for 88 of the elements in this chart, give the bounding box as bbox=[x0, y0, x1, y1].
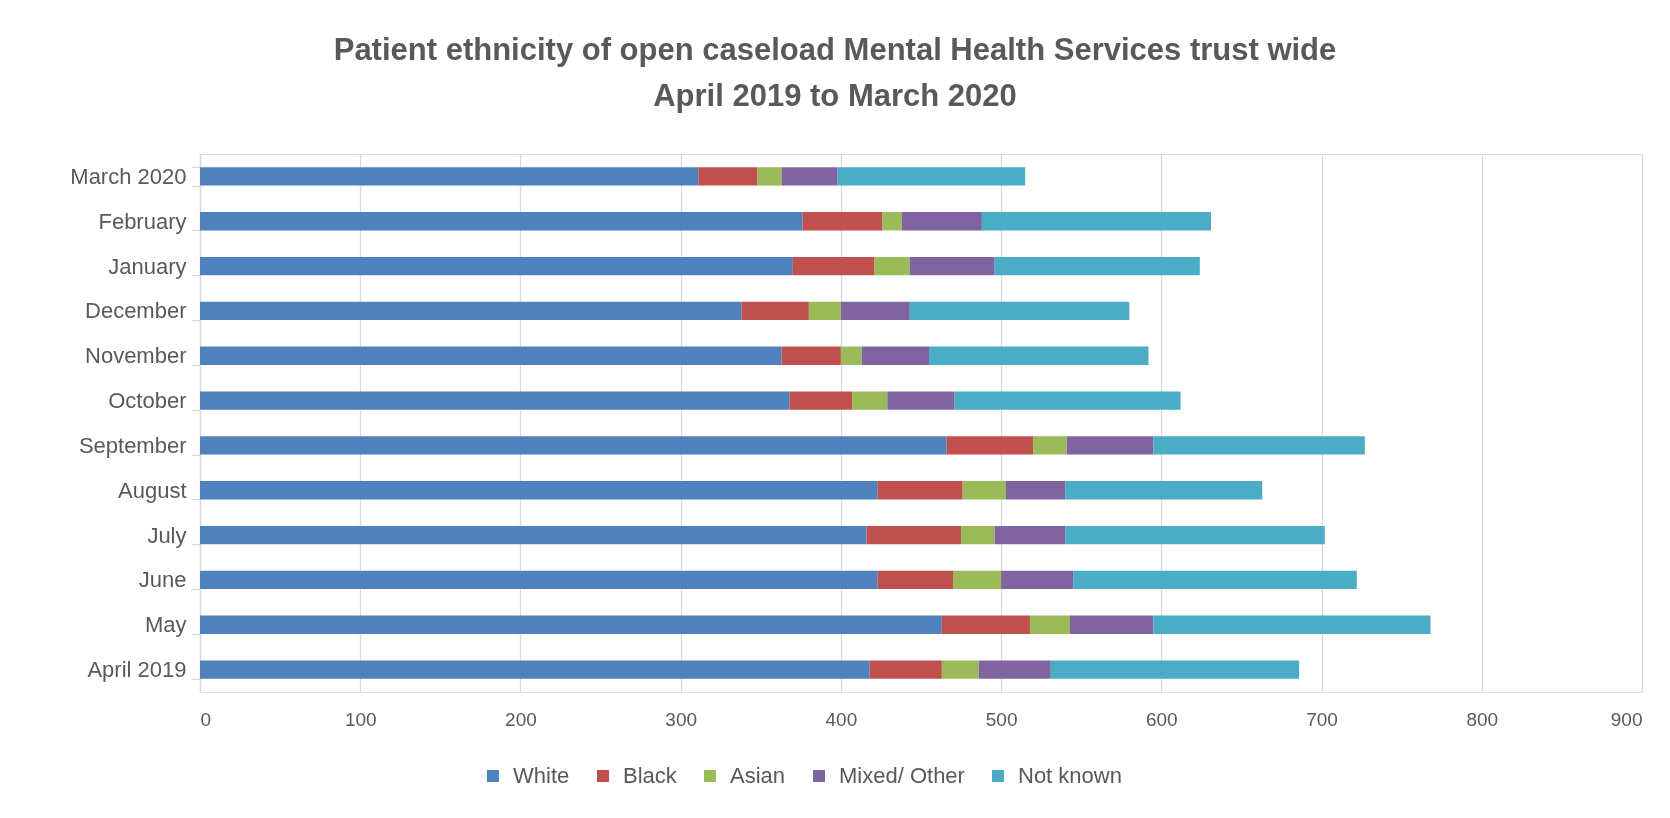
x-tick-label: 0 bbox=[200, 708, 212, 730]
y-tick-label: March 2020 bbox=[70, 163, 187, 189]
bar bbox=[994, 256, 1200, 276]
bar bbox=[882, 212, 902, 231]
bar bbox=[1029, 615, 1071, 634]
bar bbox=[877, 481, 963, 500]
bar bbox=[941, 660, 979, 679]
bar bbox=[200, 301, 742, 321]
bar bbox=[757, 167, 782, 186]
bar bbox=[994, 525, 1066, 545]
bar bbox=[901, 212, 982, 231]
bar bbox=[946, 436, 1034, 455]
bar bbox=[1050, 660, 1300, 679]
bar bbox=[1073, 570, 1357, 590]
bar bbox=[1033, 436, 1067, 455]
bar bbox=[792, 256, 875, 276]
bar bbox=[877, 570, 954, 590]
bar bbox=[887, 391, 955, 410]
bar bbox=[200, 525, 867, 545]
bar bbox=[981, 212, 1211, 231]
bar bbox=[1066, 436, 1154, 455]
y-tick-label: December bbox=[85, 298, 187, 324]
bar bbox=[962, 481, 1006, 500]
bar bbox=[808, 301, 841, 321]
bar bbox=[698, 167, 758, 186]
bar bbox=[909, 301, 1130, 321]
bar bbox=[866, 525, 962, 545]
bar bbox=[909, 256, 995, 276]
x-tick-label: 200 bbox=[505, 708, 537, 730]
x-tick-label: 300 bbox=[665, 708, 698, 730]
y-tick-label: November bbox=[85, 343, 187, 369]
x-tick-label: 800 bbox=[1466, 708, 1499, 730]
bar bbox=[852, 391, 888, 410]
bar bbox=[1065, 481, 1263, 500]
bar bbox=[978, 660, 1051, 679]
bar bbox=[869, 660, 942, 679]
y-tick-label: February bbox=[98, 208, 187, 234]
bar bbox=[200, 436, 947, 455]
bar bbox=[929, 346, 1149, 365]
legend-label: Mixed/ Other bbox=[839, 763, 965, 788]
bar bbox=[874, 256, 910, 276]
x-tick-label: 100 bbox=[344, 708, 377, 730]
y-tick-label: June bbox=[138, 567, 187, 593]
legend-label: Not known bbox=[1018, 763, 1122, 788]
bar bbox=[953, 570, 1002, 590]
bar bbox=[802, 212, 883, 231]
bar bbox=[840, 346, 862, 365]
bar bbox=[200, 346, 782, 365]
y-tick-label: October bbox=[108, 388, 187, 414]
x-tick-label: 500 bbox=[985, 708, 1018, 730]
bar bbox=[1153, 615, 1431, 634]
bar bbox=[200, 570, 878, 590]
x-tick-label: 600 bbox=[1145, 708, 1178, 730]
bar bbox=[1005, 481, 1066, 500]
bar bbox=[200, 212, 803, 231]
bar bbox=[781, 167, 838, 186]
y-tick-label: April 2019 bbox=[87, 657, 187, 683]
bar bbox=[200, 391, 790, 410]
bar bbox=[200, 167, 699, 186]
bar bbox=[861, 346, 930, 365]
bar bbox=[837, 167, 1026, 186]
bar bbox=[840, 301, 910, 321]
bar bbox=[200, 256, 793, 276]
bar bbox=[200, 615, 942, 634]
bar bbox=[954, 391, 1181, 410]
bar bbox=[941, 615, 1030, 634]
bar bbox=[1065, 525, 1325, 545]
bar bbox=[200, 660, 870, 679]
y-tick-label: July bbox=[147, 522, 187, 548]
bar bbox=[789, 391, 853, 410]
bar bbox=[200, 481, 878, 500]
y-tick-label: May bbox=[144, 612, 187, 638]
bar bbox=[1070, 615, 1154, 634]
bar bbox=[741, 301, 809, 321]
y-tick-label: September bbox=[78, 432, 187, 458]
y-tick-label: January bbox=[108, 253, 187, 279]
legend-label: Black bbox=[623, 763, 678, 788]
bar bbox=[1153, 436, 1365, 455]
y-tick-label: August bbox=[118, 477, 187, 503]
x-tick-label: 900 bbox=[1610, 708, 1643, 730]
legend-label: Asian bbox=[730, 763, 786, 788]
chart-title: Patient ethnicity of open caseload Mental Health Services trust wide April 2019 to March 2020 bbox=[333, 32, 1337, 113]
bar bbox=[781, 346, 841, 365]
x-tick-label: 700 bbox=[1306, 708, 1338, 730]
bar bbox=[961, 525, 995, 545]
legend-label: White bbox=[513, 763, 570, 788]
x-tick-label: 400 bbox=[825, 708, 858, 730]
bar bbox=[1001, 570, 1074, 590]
